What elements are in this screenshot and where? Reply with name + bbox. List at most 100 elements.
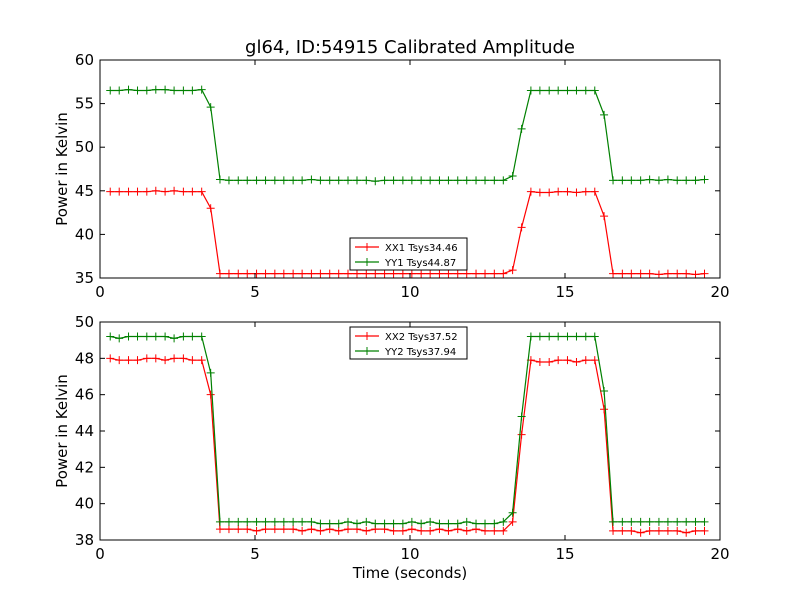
legend-label: YY1 Tsys44.87 [384, 258, 456, 269]
data-point [307, 269, 316, 278]
data-point [380, 269, 389, 278]
data-point [197, 332, 206, 341]
x-tick-label: 15 [555, 545, 574, 563]
data-point [545, 188, 554, 197]
data-point [618, 269, 627, 278]
data-point [243, 525, 252, 534]
data-point [151, 332, 160, 341]
data-point [215, 175, 224, 184]
data-point [352, 519, 361, 528]
data-point [535, 86, 544, 95]
data-point [362, 517, 371, 526]
x-tick-label: 10 [400, 283, 419, 301]
data-point [316, 269, 325, 278]
data-point [673, 526, 682, 535]
data-point [151, 85, 160, 94]
x-tick-label: 15 [555, 283, 574, 301]
x-tick-label: 0 [95, 283, 105, 301]
data-point [563, 332, 572, 341]
data-point [481, 526, 490, 535]
data-point [398, 526, 407, 535]
data-point [417, 176, 426, 185]
data-point [170, 86, 179, 95]
data-point [142, 332, 151, 341]
data-point [161, 187, 170, 196]
data-point [508, 171, 517, 180]
y-tick-label: 40 [75, 495, 94, 513]
data-point [663, 269, 672, 278]
data-point [618, 176, 627, 185]
data-point [435, 519, 444, 528]
data-point [545, 357, 554, 366]
data-point [289, 517, 298, 526]
data-point [508, 508, 517, 517]
data-point [407, 269, 416, 278]
data-point [170, 186, 179, 195]
data-point [124, 187, 133, 196]
data-point [618, 526, 627, 535]
y-tick-label: 60 [75, 51, 94, 69]
data-point [398, 519, 407, 528]
data-point [654, 526, 663, 535]
data-point [398, 176, 407, 185]
top-subplot: 0 5 10 15 20 35 40 45 50 55 60 Power in Kelvin XX1 T… [53, 51, 730, 301]
data-point [545, 86, 554, 95]
data-point [517, 124, 526, 133]
data-point [298, 517, 307, 526]
data-point [188, 187, 197, 196]
data-point [663, 517, 672, 526]
x-tick-label: 20 [710, 545, 729, 563]
data-point [316, 519, 325, 528]
data-point [590, 86, 599, 95]
legend-marker [363, 347, 371, 355]
data-point [572, 332, 581, 341]
data-point [444, 526, 453, 535]
data-point [106, 86, 115, 95]
data-point [499, 526, 508, 535]
data-point [444, 519, 453, 528]
data-point [609, 526, 618, 535]
data-point [206, 103, 215, 112]
series-line-2 [110, 88, 705, 182]
data-point [407, 176, 416, 185]
data-point [334, 176, 343, 185]
data-point [344, 176, 352, 185]
data-point [215, 269, 224, 278]
data-point [627, 526, 636, 535]
data-point [389, 519, 398, 528]
x-tick-label: 10 [400, 545, 419, 563]
legend-box [349, 237, 468, 271]
data-point [462, 526, 471, 535]
legend-marker [363, 258, 371, 266]
data-point [352, 176, 361, 185]
data-point [490, 519, 499, 528]
data-point [188, 332, 197, 341]
data-point [188, 356, 197, 365]
data-point [636, 528, 645, 537]
y-axis-label: Power in Kelvin [53, 374, 71, 488]
data-point [654, 517, 663, 526]
x-tick-label: 0 [95, 545, 105, 563]
y-tick-label: 40 [75, 225, 94, 243]
data-point [234, 269, 243, 278]
data-point [563, 187, 572, 196]
data-point [700, 175, 709, 184]
data-point [179, 354, 188, 363]
data-point [490, 269, 499, 278]
data-point [490, 526, 499, 535]
data-point [115, 187, 124, 196]
data-point [472, 519, 481, 528]
data-point [609, 517, 618, 526]
data-point [389, 526, 398, 535]
data-point [151, 186, 160, 195]
x-tick-label: 5 [250, 283, 260, 301]
data-point [362, 526, 371, 535]
data-point [344, 517, 352, 526]
data-point [682, 176, 691, 185]
data-point [115, 86, 124, 95]
data-point [453, 176, 462, 185]
y-tick-label: 38 [75, 531, 94, 549]
y-tick-label: 45 [75, 182, 94, 200]
data-point [673, 269, 682, 278]
